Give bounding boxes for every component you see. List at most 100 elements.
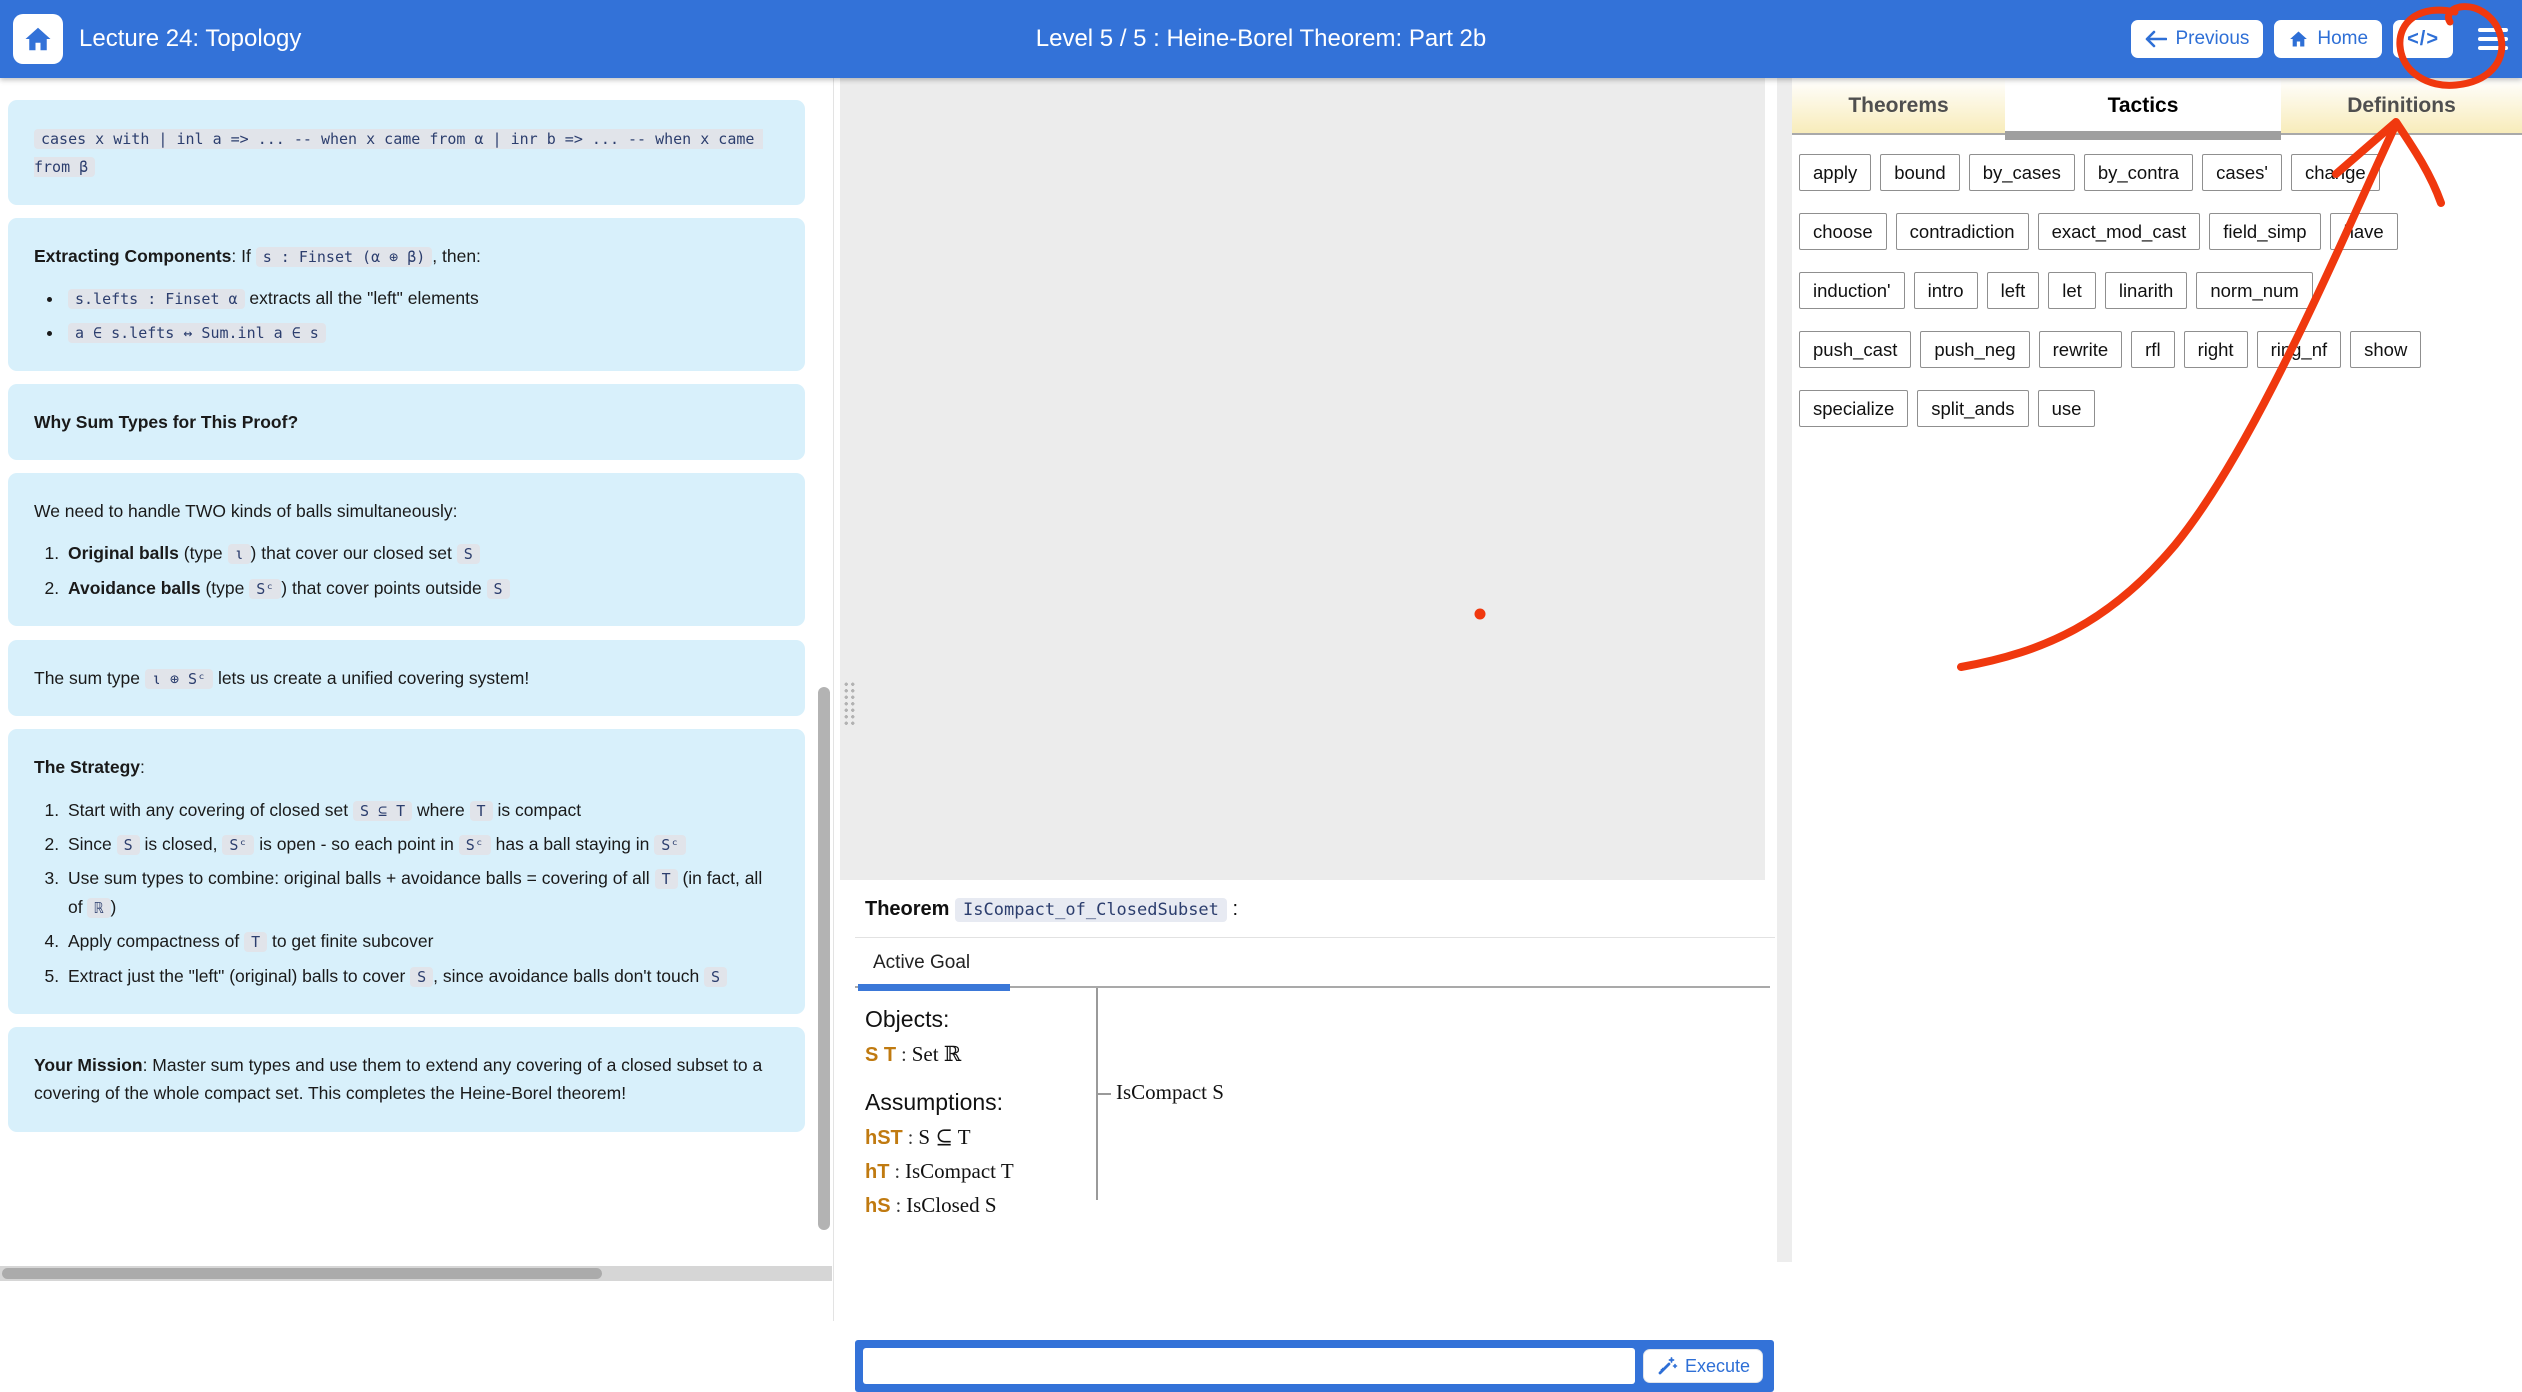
tab-theorems[interactable]: Theorems [1792,78,2005,133]
inline-code: T [244,932,268,953]
tactic-button-show[interactable]: show [2350,331,2422,368]
tactic-button-norm_num[interactable]: norm_num [2196,272,2313,309]
previous-button[interactable]: Previous [2131,20,2264,58]
active-tab-indicator [858,984,1010,991]
tactic-input[interactable] [863,1348,1635,1384]
list-item: Since S is closed, Sᶜ is open - so each … [64,830,779,858]
inline-code: T [469,800,493,821]
hypothesis-type: IsCompact T [905,1159,1014,1183]
inventory-panel: Theorems Tactics Definitions apply bound b… [1792,78,2522,1321]
goal-display: Objects: S T : Set ℝ Assumptions: hST : … [840,988,1777,1217]
resize-handle-left[interactable] [843,681,856,725]
proof-panel: Theorem IsCompact_of_ClosedSubset : Acti… [840,78,1792,1392]
lecture-message: Your Mission: Master sum types and use t… [8,1026,805,1132]
inline-code: s.lefts : Finset α [68,289,245,310]
tactic-button-change[interactable]: change [2290,154,2380,191]
inline-code: a ∈ s.lefts ↔ Sum.inl a ∈ s [68,323,326,344]
inline-code: S [704,966,728,987]
arrow-left-icon [2146,30,2168,48]
tactic-button-by_cases[interactable]: by_cases [1968,154,2075,191]
lecture-message: We need to handle TWO kinds of balls sim… [8,473,805,627]
tactic-button-specialize[interactable]: specialize [1799,390,1909,427]
objects-label: Objects: [865,1006,950,1032]
theorem-heading: Theorem IsCompact_of_ClosedSubset : [865,898,1777,922]
tactic-button-rfl[interactable]: rfl [2131,331,2175,368]
theorem-colon: : [1232,898,1239,920]
tactic-button-by_contra[interactable]: by_contra [2083,154,2194,191]
lecture-message: The sum type ι ⊕ Sᶜ lets us create a uni… [8,640,805,717]
code-icon: </> [2407,27,2439,50]
inline-code: ι [227,544,251,565]
tactic-button-ring_nf[interactable]: ring_nf [2256,331,2342,368]
home-icon [25,27,51,51]
tactic-button-bound[interactable]: bound [1880,154,1960,191]
list-item: a ∈ s.lefts ↔ Sum.inl a ∈ s [64,318,779,346]
tactic-button-cases'[interactable]: cases' [2202,154,2282,191]
inline-code: s : Finset (α ⊕ β) [255,246,433,267]
tactic-button-right[interactable]: right [2183,331,2248,368]
hypothesis: hST : S ⊆ T [865,1125,971,1149]
theorem-label: Theorem [865,898,950,920]
tactic-button-have[interactable]: have [2329,213,2398,250]
lecture-title: Lecture 24: Topology [79,25,302,52]
hypothesis-name: S T [865,1044,897,1066]
assumptions-label: Assumptions: [865,1089,1004,1115]
inline-code: Sᶜ [458,835,491,856]
inline-code: ι ⊕ Sᶜ [144,669,214,690]
app-header: Lecture 24: Topology Level 5 / 5 : Heine… [0,0,2522,78]
lecture-message: The Strategy:Start with any covering of … [8,729,805,1014]
home-icon [2290,31,2308,47]
goal-tree-tick [1096,1093,1111,1095]
tab-definitions[interactable]: Definitions [2281,78,2522,133]
tactic-button-choose[interactable]: choose [1799,213,1887,250]
tactic-button-left[interactable]: left [1986,272,2040,309]
inventory-tab-bar: Theorems Tactics Definitions [1792,78,2522,140]
inline-code: S [456,544,480,565]
tactic-button-intro[interactable]: intro [1913,272,1978,309]
hypothesis-type: Set ℝ [911,1042,962,1066]
editor-mode-toggle-button[interactable]: </> [2393,20,2453,58]
inline-code: S [486,578,510,599]
tactic-button-rewrite[interactable]: rewrite [2038,331,2123,368]
inline-code: Sᶜ [249,578,282,599]
execute-button[interactable]: Execute [1643,1349,1764,1383]
menu-icon[interactable] [2478,28,2508,50]
tactic-button-push_cast[interactable]: push_cast [1799,331,1912,368]
tactic-button-push_neg[interactable]: push_neg [1920,331,2030,368]
world-home-button[interactable] [13,14,63,64]
list-item: Start with any covering of closed set S … [64,796,779,824]
left-horizontal-scrollbar[interactable] [0,1266,832,1281]
tab-active-goal[interactable]: Active Goal [873,952,971,973]
tactic-button-exact_mod_cast[interactable]: exact_mod_cast [2037,213,2201,250]
tactic-button-apply[interactable]: apply [1799,154,1872,191]
wand-icon [1658,1357,1678,1375]
tactic-button-split_ands[interactable]: split_ands [1917,390,2029,427]
tactic-button-let[interactable]: let [2048,272,2096,309]
list-item: Apply compactness of T to get finite sub… [64,927,779,955]
inline-code: Sᶜ [222,835,255,856]
panel-divider [833,78,834,1321]
hypothesis-name: hS [865,1195,891,1217]
tactic-button-induction'[interactable]: induction' [1799,272,1905,309]
tactic-button-use[interactable]: use [2037,390,2096,427]
left-vertical-scrollbar[interactable] [818,687,830,1230]
lecture-message: Extracting Components: If s : Finset (α … [8,217,805,371]
list-item: Use sum types to combine: original balls… [64,864,779,921]
goal-section: Theorem IsCompact_of_ClosedSubset : Acti… [840,880,1777,1392]
middle-vertical-scrollbar[interactable] [1777,78,1792,1262]
tactic-button-field_simp[interactable]: field_simp [2209,213,2321,250]
visualization-canvas [840,78,1765,880]
tactic-button-linarith[interactable]: linarith [2104,272,2188,309]
hypothesis: S T : Set ℝ [865,1042,962,1066]
tactic-button-contradiction[interactable]: contradiction [1895,213,2029,250]
inline-code: T [654,869,678,890]
list-item: Original balls (type ι) that cover our c… [64,539,779,567]
hypothesis: hS : IsClosed S [865,1193,997,1217]
list-item: Extract just the "left" (original) balls… [64,962,779,990]
home-button[interactable]: Home [2274,20,2383,58]
inline-code: S ⊆ T [353,800,413,821]
inline-code: S [116,835,140,856]
list-item: Avoidance balls (type Sᶜ) that cover poi… [64,574,779,602]
scrollbar-thumb[interactable] [2,1268,602,1279]
tab-tactics[interactable]: Tactics [2005,78,2281,133]
